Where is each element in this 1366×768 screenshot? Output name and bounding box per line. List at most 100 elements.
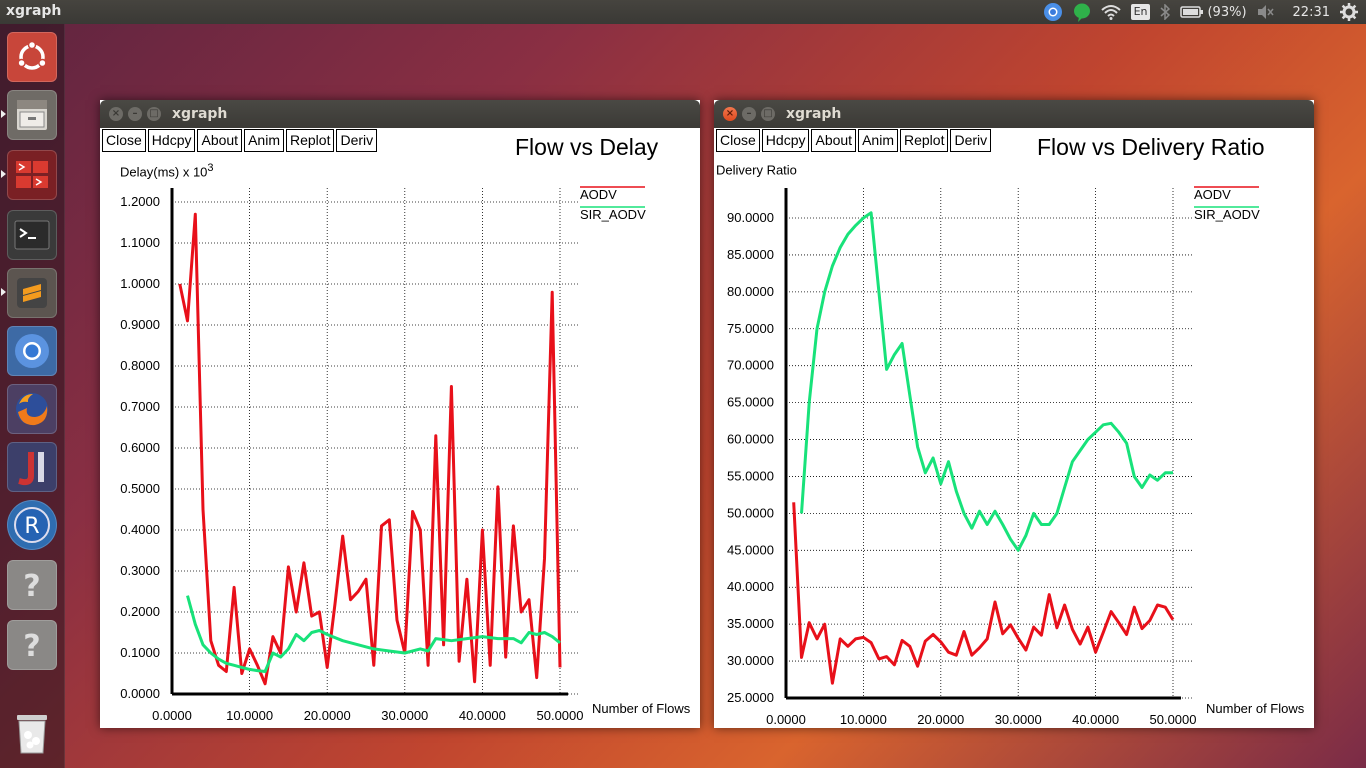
series-line-sir-aodv <box>800 211 1173 552</box>
launcher-item-jabref[interactable] <box>7 442 57 492</box>
graph-title: Flow vs Delay <box>515 134 659 160</box>
y-tick-label: 80.0000 <box>727 284 774 299</box>
anim-button[interactable]: Anim <box>858 129 898 152</box>
minimize-icon[interactable]: – <box>128 107 142 121</box>
y-tick-label: 0.4000 <box>120 522 160 537</box>
series-line-sir-aodv <box>186 595 561 673</box>
legend-label: SIR_AODV <box>1194 207 1260 222</box>
y-tick-label: 0.0000 <box>120 686 160 701</box>
x-tick-label: 20.0000 <box>304 708 351 723</box>
y-tick-label: 0.3000 <box>120 563 160 578</box>
running-indicator <box>1 170 6 178</box>
battery-percent: (93%) <box>1207 4 1247 20</box>
x-tick-label: 20.0000 <box>917 712 964 727</box>
x-axis-label: Number of Flows <box>592 701 691 716</box>
window-titlebar[interactable]: × – □ xgraph <box>714 100 1314 128</box>
gear-icon[interactable] <box>1340 3 1358 21</box>
x-tick-label: 50.0000 <box>537 708 584 723</box>
launcher-item-unknown-app-1[interactable]: ? <box>7 560 57 610</box>
maximize-icon[interactable]: □ <box>761 107 775 121</box>
anim-button[interactable]: Anim <box>244 129 284 152</box>
svg-text:?: ? <box>23 569 40 602</box>
y-axis-label: Delay(ms) x 103 <box>120 162 214 180</box>
volume-muted-icon[interactable] <box>1257 4 1275 20</box>
y-tick-label: 30.0000 <box>727 653 774 668</box>
sublime-text-icon <box>17 278 47 308</box>
delay-chart: 0.0000 0.1000 0.2000 0.3000 0.4000 0.5000 0.60… <box>120 186 646 723</box>
y-tick-label: 65.0000 <box>727 395 774 410</box>
x-axis-label: Number of Flows <box>1206 701 1305 716</box>
series-line-aodv <box>178 212 562 686</box>
deriv-button[interactable]: Deriv <box>336 129 378 152</box>
x-tick-label: 40.0000 <box>459 708 506 723</box>
close-icon[interactable]: × <box>109 107 123 121</box>
launcher-item-files[interactable] <box>7 90 57 140</box>
x-tick-label: 0.0000 <box>766 712 806 727</box>
about-button[interactable]: About <box>197 129 243 152</box>
minimize-icon[interactable]: – <box>742 107 756 121</box>
launcher-item-trash[interactable] <box>7 708 57 758</box>
close-button[interactable]: Close <box>716 129 760 152</box>
svg-text:?: ? <box>23 629 40 662</box>
keyboard-layout-indicator[interactable]: En <box>1130 4 1151 20</box>
window-title: xgraph <box>172 106 228 122</box>
y-tick-label: 40.0000 <box>727 579 774 594</box>
firefox-icon <box>16 393 48 426</box>
replot-button[interactable]: Replot <box>285 129 335 152</box>
y-tick-label: 0.8000 <box>120 358 160 373</box>
y-tick-label: 60.0000 <box>727 432 774 447</box>
window-titlebar[interactable]: × – □ xgraph <box>100 100 700 128</box>
y-tick-label: 1.1000 <box>120 235 160 250</box>
chat-bubble-icon[interactable] <box>1073 2 1091 22</box>
x-tick-label: 10.0000 <box>840 712 887 727</box>
chromium-tray-icon[interactable] <box>1043 2 1063 22</box>
svg-text:R: R <box>24 514 39 539</box>
battery-icon <box>1180 6 1204 18</box>
maximize-icon[interactable]: □ <box>147 107 161 121</box>
legend-label: AODV <box>1194 187 1231 202</box>
xgraph-window-delivery-ratio: × – □ xgraph Close Hdcpy About Anim Repl… <box>714 100 1314 728</box>
running-indicator <box>1 288 6 296</box>
file-cabinet-icon <box>17 100 47 130</box>
y-tick-label: 85.0000 <box>727 247 774 262</box>
question-mark-icon: ? <box>23 569 40 602</box>
question-mark-icon: ? <box>23 629 40 662</box>
xgraph-button-bar: Close Hdcpy About Anim Replot Deriv <box>102 129 378 152</box>
xgraph-window-delay: × – □ xgraph Close Hdcpy About Anim Repl… <box>100 100 700 728</box>
clock[interactable]: 22:31 <box>1292 4 1330 20</box>
jabref-icon <box>18 452 44 486</box>
launcher-item-workspaces[interactable] <box>7 150 57 200</box>
y-tick-label: 75.0000 <box>727 321 774 336</box>
bluetooth-icon[interactable] <box>1160 4 1171 20</box>
active-app-title: xgraph <box>6 3 62 19</box>
wifi-icon[interactable] <box>1100 4 1121 20</box>
launcher-item-terminal[interactable] <box>7 210 57 260</box>
xgraph-button-bar: Close Hdcpy About Anim Replot Deriv <box>716 129 992 152</box>
chromium-icon <box>15 334 49 368</box>
ubuntu-logo-icon <box>17 40 47 70</box>
launcher-item-unknown-app-2[interactable]: ? <box>7 620 57 670</box>
hardcopy-button[interactable]: Hdcpy <box>761 129 810 152</box>
launcher-item-ubuntu-dash[interactable] <box>7 32 57 82</box>
x-tick-label: 0.0000 <box>152 708 192 723</box>
replot-button[interactable]: Replot <box>899 129 949 152</box>
workspace-switcher-icon <box>16 161 48 188</box>
y-tick-label: 1.0000 <box>120 276 160 291</box>
terminal-icon <box>14 220 50 250</box>
launcher-item-firefox[interactable] <box>7 384 57 434</box>
deriv-button[interactable]: Deriv <box>950 129 992 152</box>
running-indicator <box>1 110 6 118</box>
legend-label: AODV <box>580 187 617 202</box>
close-icon[interactable]: × <box>723 107 737 121</box>
launcher-item-r[interactable]: R <box>7 500 57 550</box>
launcher-item-sublime-text[interactable] <box>7 268 57 318</box>
close-button[interactable]: Close <box>102 129 146 152</box>
launcher-item-chromium[interactable] <box>7 326 57 376</box>
indicator-area: En (93%) 22:31 <box>1043 0 1358 24</box>
r-logo-icon: R <box>14 507 50 543</box>
top-panel: xgraph En (93%) 22:31 <box>0 0 1366 24</box>
about-button[interactable]: About <box>811 129 857 152</box>
hardcopy-button[interactable]: Hdcpy <box>147 129 196 152</box>
y-tick-label: 50.0000 <box>727 505 774 520</box>
battery-indicator[interactable]: (93%) <box>1180 4 1247 20</box>
